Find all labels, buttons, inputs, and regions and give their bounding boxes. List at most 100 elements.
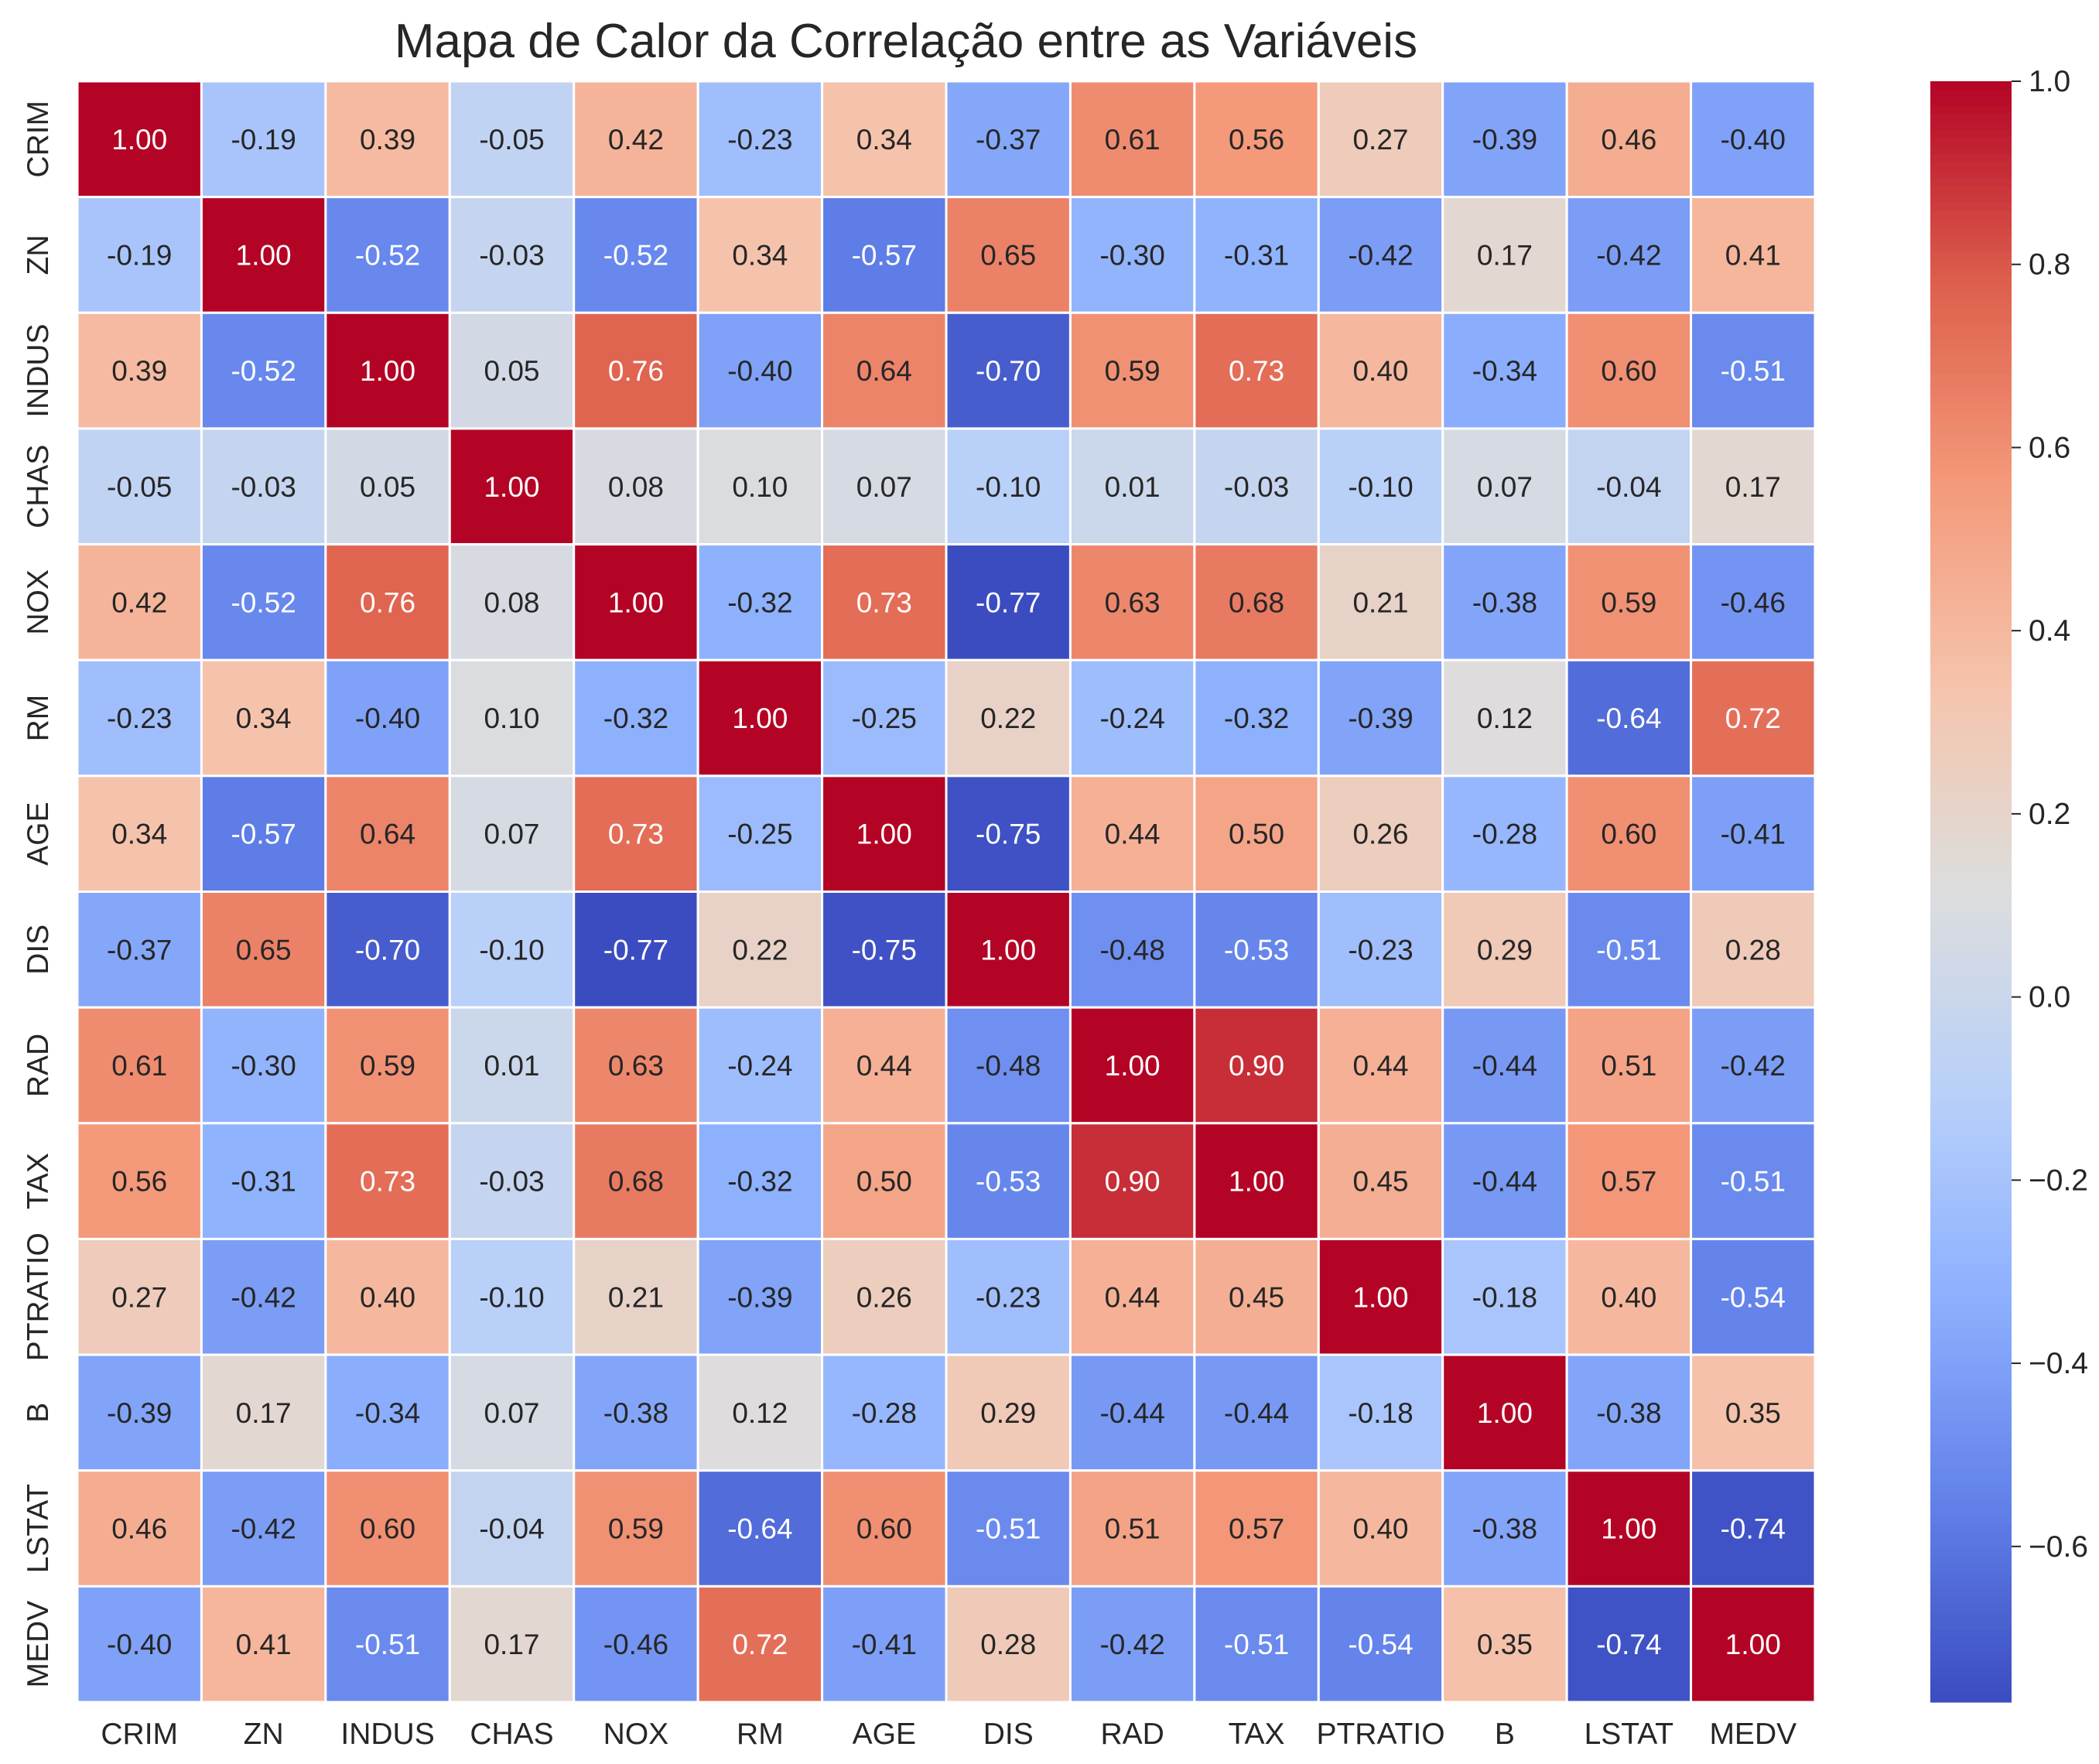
heatmap-cell (573, 891, 699, 1009)
cell-value-label: -0.52 (355, 239, 420, 271)
colorbar-segment (1930, 308, 2012, 317)
cell-value-label: -0.52 (603, 239, 668, 271)
colorbar-segment (1930, 210, 2012, 220)
cell-value-label: -0.38 (603, 1397, 668, 1429)
cell-value-label: 0.42 (608, 124, 664, 156)
colorbar-segment (1930, 1013, 2012, 1022)
colorbar-segment (1930, 1694, 2012, 1703)
heatmap-cell (1068, 1585, 1196, 1704)
colorbar-segment (1930, 1094, 2012, 1103)
colorbar-segment (1930, 1045, 2012, 1055)
cell-value-label: -0.40 (355, 703, 420, 734)
heatmap-cell (1068, 311, 1196, 430)
cell-value-label: 0.57 (1601, 1166, 1656, 1198)
colorbar-segment (1930, 1621, 2012, 1630)
colorbar-segment (1930, 389, 2012, 398)
colorbar-segment (1930, 170, 2012, 179)
colorbar-segment (1930, 891, 2012, 901)
cell-value-label: 0.56 (111, 1166, 167, 1198)
heatmap-cell (448, 1585, 576, 1704)
colorbar-segment (1930, 1175, 2012, 1185)
heatmap-cell (324, 80, 451, 199)
cell-value-label: -0.18 (1348, 1397, 1413, 1429)
colorbar-segment (1930, 1653, 2012, 1663)
cell-value-label: 0.59 (1601, 586, 1656, 618)
colorbar-segment (1930, 1362, 2012, 1371)
colorbar-segment (1930, 1564, 2012, 1573)
cell-value-label: -0.57 (231, 819, 296, 850)
cell-value-label: -0.40 (727, 355, 792, 387)
colorbar-segment (1930, 948, 2012, 957)
heatmap-cell (448, 196, 576, 314)
cell-value-label: 0.21 (1352, 586, 1408, 618)
heatmap-cell (200, 1122, 327, 1240)
heatmap-cell (573, 1469, 699, 1588)
colorbar-segment (1930, 1110, 2012, 1120)
colorbar-tick-label: 0.4 (2029, 614, 2070, 648)
colorbar-segment (1930, 583, 2012, 593)
colorbar-segment (1930, 527, 2012, 536)
colorbar-segment (1930, 899, 2012, 909)
colorbar-segment (1930, 1345, 2012, 1355)
colorbar-segment (1930, 721, 2012, 730)
cell-value-label: 0.40 (1352, 355, 1408, 387)
heatmap-cell (1565, 1122, 1693, 1240)
colorbar-segment (1930, 737, 2012, 747)
heatmap-cell (1068, 891, 1196, 1009)
heatmap-cell (1068, 1006, 1196, 1125)
cell-value-label: 0.44 (1105, 1281, 1161, 1313)
colorbar-segment (1930, 1434, 2012, 1444)
colorbar-tick-label: 1.0 (2029, 65, 2070, 98)
colorbar-segment (1930, 1199, 2012, 1208)
colorbar-tick-label: −0.4 (2029, 1347, 2088, 1380)
colorbar-segment (1930, 1329, 2012, 1338)
colorbar-segment (1930, 1248, 2012, 1257)
cell-value-label: 0.12 (1477, 703, 1533, 734)
cell-value-label: 0.60 (856, 1513, 912, 1545)
cell-value-label: -0.77 (976, 586, 1041, 618)
colorbar-segment (1930, 665, 2012, 674)
heatmap-cell (945, 1353, 1072, 1472)
colorbar-segment (1930, 640, 2012, 649)
heatmap-cell (76, 1353, 203, 1472)
cell-value-label: 0.73 (856, 586, 912, 618)
heatmap-cells: 1.00 -0.19 0.39 -0.05 0.42 -0.23 0.34 -0.37 0.61… (76, 80, 1817, 1704)
colorbar-segment (1930, 129, 2012, 138)
heatmap-cell (76, 80, 203, 199)
cell-value-label: -0.74 (1596, 1629, 1661, 1660)
heatmap-cell (1565, 543, 1693, 662)
colorbar-segment (1930, 754, 2012, 763)
cell-value-label: 0.44 (1352, 1050, 1408, 1082)
heatmap-cell (1193, 80, 1320, 199)
x-tick-label: TAX (1229, 1718, 1285, 1751)
cell-value-label: -0.28 (852, 1397, 917, 1429)
heatmap-cell (1068, 196, 1196, 314)
heatmap-cell (448, 427, 576, 546)
heatmap-cell (1690, 311, 1817, 430)
cell-value-label: 0.07 (1477, 471, 1533, 503)
y-tick-label: LSTAT (22, 1484, 55, 1574)
cell-value-label: -0.44 (1472, 1050, 1537, 1082)
colorbar-segment (1930, 1353, 2012, 1362)
heatmap-cell (821, 1469, 948, 1588)
colorbar-segment (1930, 989, 2012, 998)
colorbar-segment (1930, 1491, 2012, 1500)
heatmap-cell (200, 196, 327, 314)
cell-value-label: 1.00 (1725, 1629, 1781, 1660)
cell-value-label: -0.48 (976, 1050, 1041, 1082)
colorbar-segment (1930, 802, 2012, 812)
x-tick-label: RM (737, 1718, 784, 1751)
cell-value-label: 0.21 (608, 1281, 664, 1313)
heatmap-cell (821, 891, 948, 1009)
heatmap-cell (448, 1469, 576, 1588)
colorbar-segment (1930, 575, 2012, 585)
cell-value-label: 0.44 (1105, 819, 1161, 850)
heatmap-cell (821, 1237, 948, 1356)
colorbar-segment (1930, 786, 2012, 795)
cell-value-label: 0.10 (484, 703, 539, 734)
y-tick-label: DIS (22, 925, 55, 975)
cell-value-label: 0.34 (856, 124, 912, 156)
heatmap-cell (821, 1006, 948, 1125)
heatmap-cell (324, 774, 451, 893)
